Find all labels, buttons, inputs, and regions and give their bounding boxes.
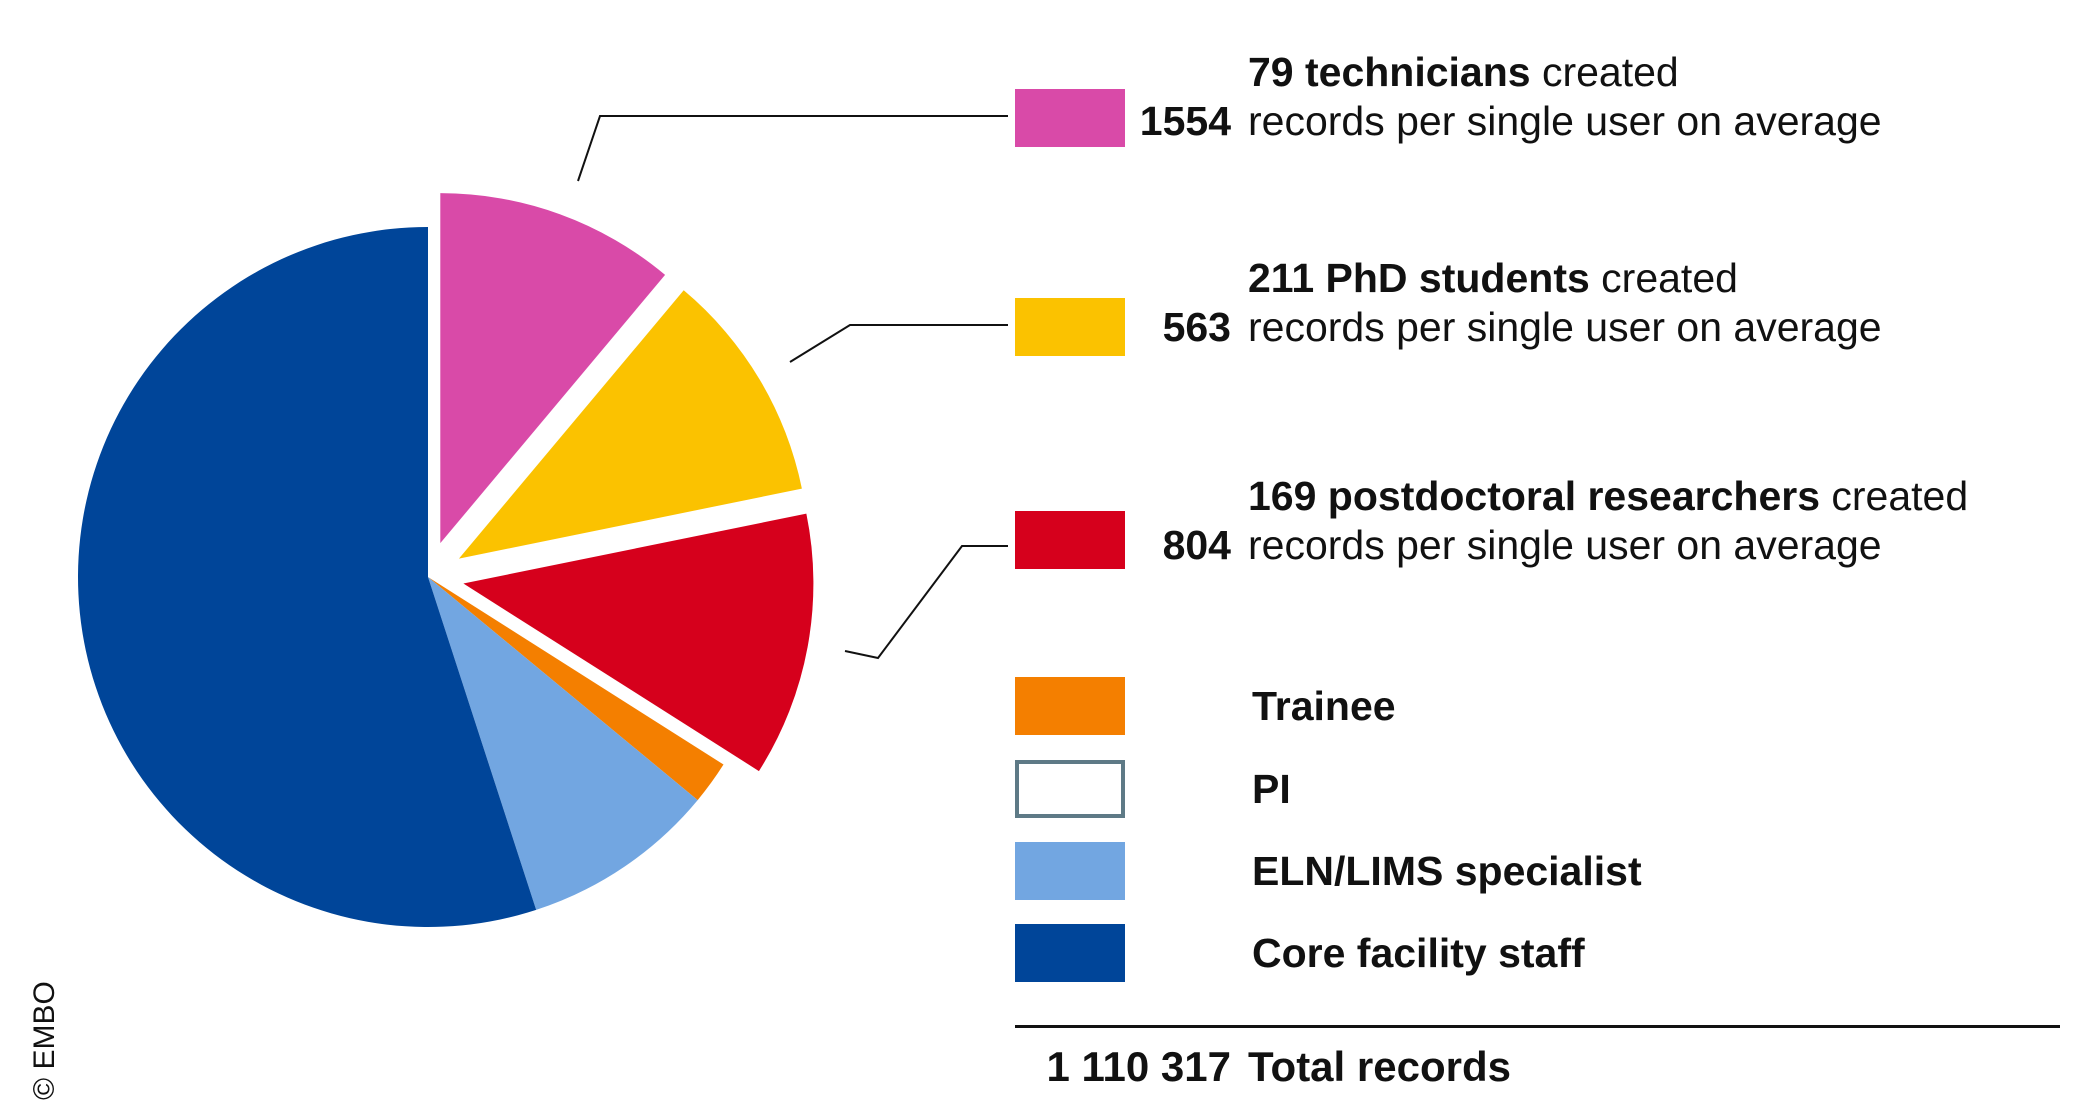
pie-slice-core xyxy=(77,227,537,928)
legend-swatch-trainee xyxy=(1015,677,1125,735)
legend-label-eln: ELN/LIMS specialist xyxy=(1252,848,1642,894)
callout-postdoc-count: 169 postdoctoral researchers xyxy=(1248,473,1820,519)
swatch-technicians xyxy=(1015,89,1125,147)
callout-postdoc-records: 804 xyxy=(1162,522,1231,568)
pie-slice-technicians xyxy=(440,193,666,544)
callout-phd-line1: 211 PhD students created xyxy=(1248,253,1738,303)
leader-line-technicians xyxy=(577,115,1008,182)
total-records-value: 1 110 317 xyxy=(1046,1043,1231,1090)
pie-slice-phd xyxy=(458,290,802,559)
callout-technicians-count: 79 technicians xyxy=(1248,49,1531,95)
total-records-label: Total records xyxy=(1248,1043,1511,1090)
callout-technicians-line1: 79 technicians created xyxy=(1248,47,1679,97)
legend-label-trainee: Trainee xyxy=(1252,683,1396,729)
swatch-postdoc xyxy=(1015,511,1125,569)
legend-swatch-eln xyxy=(1015,842,1125,900)
callout-technicians-suffix: created xyxy=(1530,49,1679,95)
callout-phd-suffix: created xyxy=(1589,255,1738,301)
pie-slice-trainee xyxy=(428,577,724,801)
callout-postdoc-line1: 169 postdoctoral researchers created xyxy=(1248,471,1968,521)
callout-phd-records: 563 xyxy=(1162,304,1231,350)
leader-line-postdoc xyxy=(844,545,1008,660)
callout-postdoc-line2: records per single user on average xyxy=(1248,522,1882,568)
callout-technicians-line2: records per single user on average xyxy=(1248,98,1882,144)
total-divider xyxy=(1015,1025,2060,1028)
legend-swatch-core xyxy=(1015,924,1125,982)
pie-slice-eln xyxy=(428,577,698,910)
callout-phd-count: 211 PhD students xyxy=(1248,255,1590,301)
callout-postdoc-suffix: created xyxy=(1820,473,1969,519)
copyright-notice: © EMBO xyxy=(28,981,61,1100)
legend-swatch-pi xyxy=(1015,760,1125,818)
pie-slice-postdoc xyxy=(463,513,814,772)
legend-label-pi: PI xyxy=(1252,766,1291,812)
callout-phd-line2: records per single user on average xyxy=(1248,304,1882,350)
leader-line-phd xyxy=(789,324,1008,363)
legend-label-core: Core facility staff xyxy=(1252,930,1585,976)
callout-technicians-records: 1554 xyxy=(1139,98,1231,144)
swatch-phd xyxy=(1015,298,1125,356)
